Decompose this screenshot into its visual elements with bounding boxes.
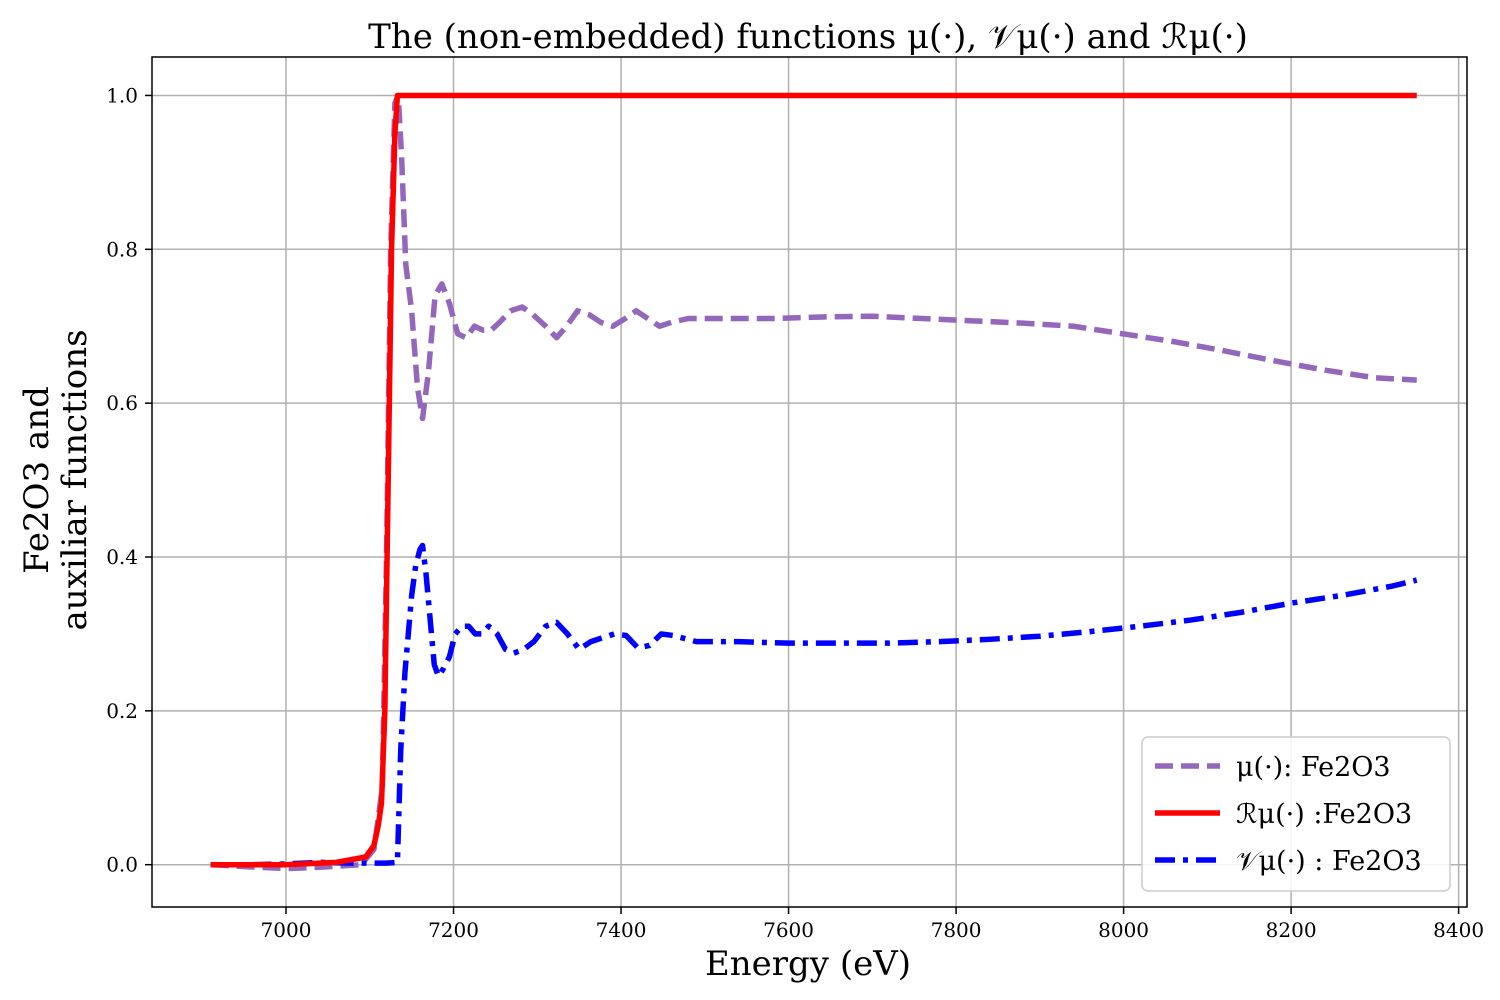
legend: μ(·): Fe2O3 ℛμ(·) :Fe2O3 𝒱μ(·) : Fe2O3 [1141,736,1451,892]
axis-ticks: 7000 7200 7400 7600 7800 8000 8200 8400 0.0 0.2 0.… [106,83,1484,942]
x-tick-label: 7200 [428,918,479,942]
series-line-1 [210,92,1417,868]
x-tick-label: 8400 [1433,918,1484,942]
x-tick-label: 8000 [1098,918,1149,942]
series-line-2 [210,542,1418,868]
x-tick-label: 8200 [1266,918,1317,942]
y-axis-label: Fe2O3 and auxiliar functions [17,329,95,630]
y-axis-label-line-1: Fe2O3 and [17,386,57,574]
y-tick-label: 1.0 [106,83,138,107]
x-tick-label: 7000 [261,918,312,942]
y-tick-label: 0.4 [106,545,138,569]
chart-title: The (non-embedded) functions μ(·), 𝒱μ(·)… [368,17,1248,57]
x-tick-label: 7400 [596,918,647,942]
legend-label-0: μ(·): Fe2O3 [1236,752,1391,783]
x-axis-label: Energy (eV) [705,944,911,984]
legend-label-1: ℛμ(·) :Fe2O3 [1236,799,1412,830]
y-tick-label: 0.0 [106,853,138,877]
legend-box [1141,736,1451,892]
y-tick-label: 0.2 [106,699,138,723]
plot-series [210,92,1418,872]
x-tick-label: 7800 [931,918,982,942]
legend-label-2: 𝒱μ(·) : Fe2O3 [1236,846,1422,877]
x-tick-label: 7600 [763,918,814,942]
y-tick-label: 0.6 [106,391,138,415]
y-tick-label: 0.8 [106,237,138,261]
y-axis-label-line-2: auxiliar functions [55,329,95,630]
plot-area-frame [151,56,1468,908]
